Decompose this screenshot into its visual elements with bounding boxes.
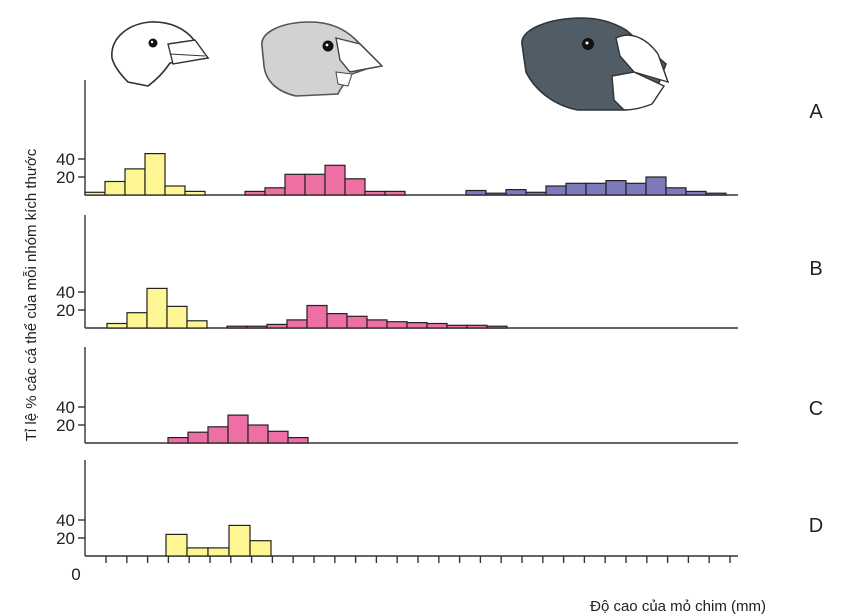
purple-histogram-bar (605, 180, 627, 196)
pink-histogram-bar (227, 414, 249, 444)
yellow-histogram-bar (124, 168, 146, 196)
pink-histogram-bar (304, 173, 326, 196)
purple-histogram-bar (545, 185, 567, 196)
yellow-histogram-bar (228, 524, 251, 557)
y-tick-label: 20 (56, 416, 75, 435)
pink-histogram-bar (284, 173, 306, 196)
pink-histogram-bar (324, 164, 346, 196)
panel-label: C (809, 398, 823, 420)
purple-histogram-bar (685, 190, 707, 196)
pink-histogram-bar (406, 322, 428, 329)
pink-histogram-bar (306, 304, 328, 329)
yellow-histogram-bar (106, 322, 128, 329)
pink-histogram-bar (287, 437, 309, 444)
yellow-histogram-bar (165, 533, 188, 557)
pink-histogram-bar (386, 321, 408, 329)
purple-histogram-bar (565, 182, 587, 196)
y-tick-label: 40 (56, 398, 75, 417)
yellow-histogram-bar (166, 305, 188, 329)
pink-histogram-bar (266, 323, 288, 329)
medium-beak-finch-head-icon (261, 21, 384, 97)
yellow-histogram-bar (249, 540, 272, 557)
pink-histogram-bar (384, 190, 406, 196)
pink-histogram-bar (207, 426, 229, 444)
yellow-histogram-bar (84, 191, 106, 196)
pink-histogram-bar (346, 315, 368, 329)
pink-histogram-bar (226, 325, 248, 329)
pink-histogram-bar (267, 430, 289, 444)
small-beak-finch-head-icon (111, 21, 210, 87)
yellow-histogram-bar (104, 180, 126, 196)
pink-histogram-bar (286, 319, 308, 329)
yellow-histogram-bar (146, 287, 168, 329)
pink-histogram-bar (364, 190, 386, 196)
panel-label: D (809, 515, 823, 537)
pink-histogram-bar (426, 322, 448, 329)
yellow-histogram-bar (164, 185, 186, 196)
panel-label: B (809, 258, 822, 280)
x-axis-title: Độ cao của mỏ chim (mm) (590, 598, 766, 615)
purple-histogram-bar (625, 182, 647, 196)
pink-histogram-bar (187, 431, 209, 444)
y-tick-label: 40 (56, 511, 75, 530)
y-tick-label: 40 (56, 283, 75, 302)
yellow-histogram-bar (184, 190, 206, 196)
large-beak-finch-head-icon (521, 17, 670, 111)
pink-histogram-bar (167, 437, 189, 444)
pink-histogram-bar (247, 424, 269, 444)
y-tick-label: 20 (56, 168, 75, 187)
yellow-histogram-bar (186, 547, 209, 557)
purple-histogram-bar (645, 176, 667, 196)
purple-histogram-bar (585, 182, 607, 196)
pink-histogram-bar (446, 324, 468, 329)
pink-histogram-bar (366, 319, 388, 329)
yellow-histogram-bar (207, 547, 230, 557)
yellow-histogram-bar (186, 320, 208, 329)
y-axis-title: Tỉ lệ % các cá thể của mỗi nhóm kích thư… (23, 148, 40, 441)
panel-label: A (809, 101, 823, 123)
purple-histogram-bar (525, 191, 547, 196)
purple-histogram-bar (465, 189, 487, 196)
yellow-histogram-bar (126, 312, 148, 329)
x-origin-label: 0 (71, 565, 80, 584)
y-tick-label: 40 (56, 150, 75, 169)
pink-histogram-bar (466, 324, 488, 329)
yellow-histogram-bar (144, 153, 166, 196)
pink-histogram-bar (244, 190, 266, 196)
y-tick-label: 20 (56, 529, 75, 548)
pink-histogram-bar (246, 325, 268, 329)
purple-histogram-bar (665, 187, 687, 196)
pink-histogram-bar (326, 313, 348, 329)
purple-histogram-bar (505, 189, 527, 196)
pink-histogram-bar (486, 325, 508, 329)
purple-histogram-bar (705, 192, 727, 196)
purple-histogram-bar (485, 192, 507, 196)
pink-histogram-bar (344, 178, 366, 196)
pink-histogram-bar (264, 187, 286, 196)
y-tick-label: 20 (56, 301, 75, 320)
